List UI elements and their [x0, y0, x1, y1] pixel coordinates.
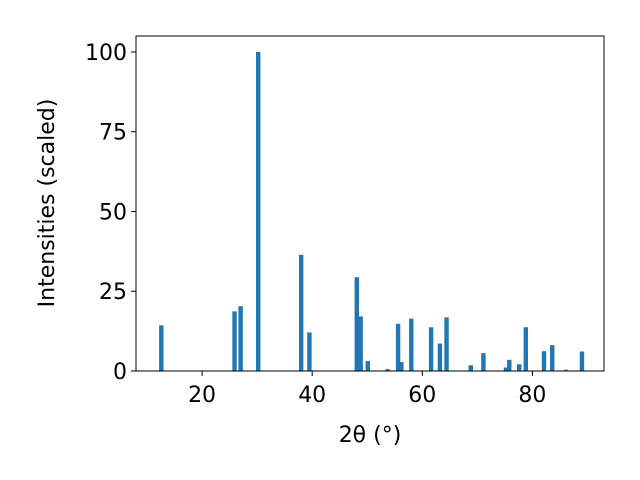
bar: [507, 359, 512, 371]
plot-background: [136, 36, 604, 371]
x-tick-label: 20: [188, 383, 216, 408]
bar: [358, 316, 363, 371]
bar: [481, 353, 486, 371]
y-tick-label: 0: [113, 360, 127, 385]
bar: [395, 323, 401, 371]
bar: [159, 325, 164, 371]
bar: [238, 306, 243, 371]
bar: [563, 369, 569, 371]
y-axis-label: Intensities (scaled): [35, 99, 60, 308]
x-axis-label: 2θ (°): [339, 423, 402, 448]
x-tick-label: 40: [298, 383, 326, 408]
y-axis-ticks: 0 25 50 75 100: [85, 41, 136, 385]
bar: [428, 327, 434, 371]
y-tick-label: 25: [99, 280, 127, 305]
bar: [468, 365, 473, 371]
bar: [503, 367, 509, 371]
bar: [579, 351, 585, 371]
x-tick-label: 80: [518, 383, 546, 408]
bar: [523, 327, 529, 371]
y-tick-label: 50: [99, 200, 127, 225]
bar: [409, 318, 414, 371]
plot-frame: [135, 35, 605, 372]
bar: [307, 332, 312, 371]
bar: [354, 277, 359, 371]
bar: [541, 351, 547, 371]
bar: [437, 343, 443, 371]
x-axis-ticks: 20 40 60 80: [188, 371, 546, 408]
y-tick-label: 75: [99, 121, 127, 146]
bar: [550, 345, 555, 371]
bar: [385, 369, 390, 371]
bar: [444, 317, 449, 371]
x-tick-label: 60: [408, 383, 436, 408]
bars-group: [159, 51, 585, 371]
bar: [399, 362, 404, 371]
bar: [232, 311, 237, 371]
bar: [298, 254, 304, 371]
y-tick-label: 100: [85, 41, 127, 66]
bar: [517, 364, 522, 371]
bar: [256, 51, 261, 371]
bar: [365, 361, 370, 371]
